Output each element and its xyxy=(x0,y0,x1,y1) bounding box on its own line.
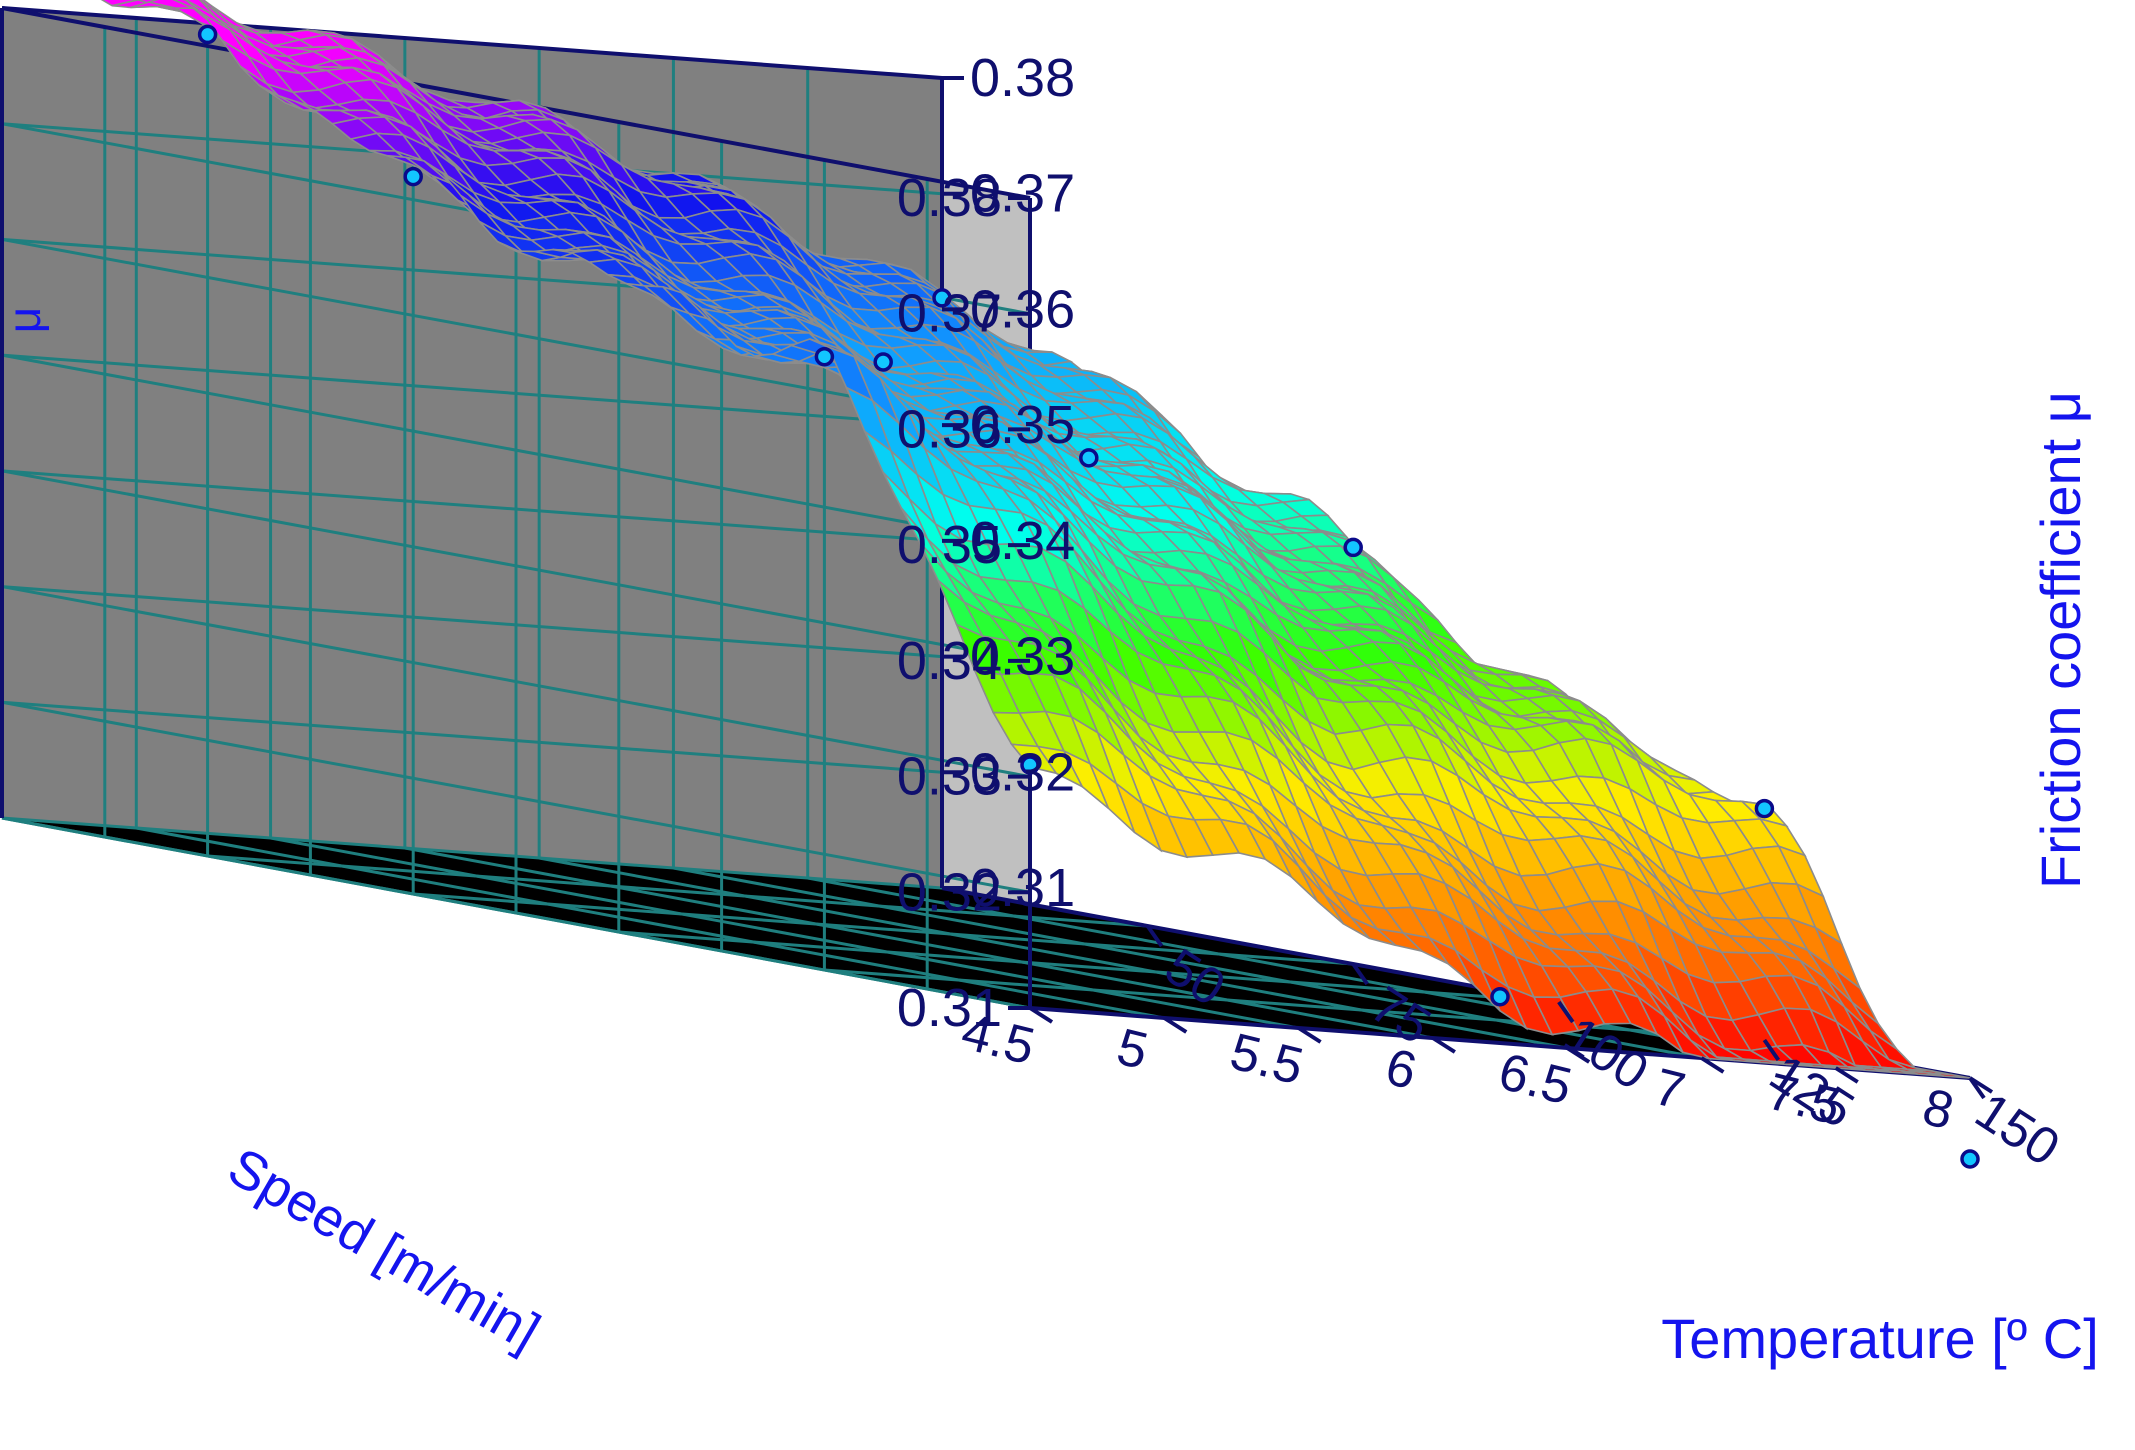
z-tick-label-right: 0.31 xyxy=(970,858,1075,918)
temperature-tick-mark xyxy=(1351,962,1369,986)
z-tick-label-right: 0.32 xyxy=(970,742,1075,802)
measured-point xyxy=(932,288,952,308)
speed-axis-title: Speed [m/min] xyxy=(218,1136,550,1362)
speed-tick-mark xyxy=(1297,1026,1322,1044)
speed-tick-label: 8 xyxy=(1917,1078,1959,1141)
z-tick-label-left: 0.38 xyxy=(897,168,1002,228)
measured-point xyxy=(1343,537,1363,558)
temperature-tick-mark xyxy=(1762,1038,1781,1062)
speed-tick-label: 5 xyxy=(1111,1018,1153,1081)
measured-point xyxy=(403,166,423,187)
z-tick-label-left: 0.32 xyxy=(897,862,1002,922)
z-tick-label-right: 0.36 xyxy=(970,279,1075,339)
z-tick-label-left: 0.35 xyxy=(897,515,1002,575)
wall-grid-line xyxy=(1,469,1031,663)
z-tick-label-left: 0.33 xyxy=(897,747,1002,807)
z-axis-title-left: μ xyxy=(0,307,50,334)
temperature-tick-mark xyxy=(1145,924,1164,948)
measured-point xyxy=(1079,448,1099,468)
speed-tick-mark xyxy=(1566,1046,1591,1064)
speed-tick-mark xyxy=(1431,1036,1456,1054)
wall-grid-line xyxy=(1,700,943,774)
z-tick-label-right: 0.33 xyxy=(970,627,1075,687)
z-tick-label-left: 0.36 xyxy=(897,399,1002,459)
speed-tick-label: 4.5 xyxy=(956,1003,1040,1077)
wall-grid-line xyxy=(1,585,943,659)
floor-grid-line xyxy=(538,856,1568,1050)
floor-grid-line xyxy=(404,846,1434,1040)
z-tick-label-left: 0.34 xyxy=(897,631,1002,691)
wall-grid-line xyxy=(1,469,943,543)
surface-mesh xyxy=(100,0,1971,1079)
speed-tick-mark xyxy=(1834,1066,1859,1084)
speed-tick-label: 5.5 xyxy=(1225,1023,1309,1097)
measured-point xyxy=(197,24,218,45)
measured-point xyxy=(1960,1149,1980,1169)
temperature-tick-mark xyxy=(1557,1000,1575,1024)
z-tick-label-right: 0.37 xyxy=(970,164,1075,224)
speed-tick-mark xyxy=(1163,1016,1188,1034)
z-tick-label-left: 0.37 xyxy=(897,284,1002,344)
measured-point xyxy=(814,346,835,367)
z-tick-label-right: 0.38 xyxy=(970,48,1075,108)
measured-points xyxy=(197,24,1980,1169)
floor-grid-line xyxy=(413,892,1354,966)
floor-grid-line xyxy=(136,826,1165,1020)
floor-grid-line xyxy=(207,854,1148,928)
floor-plane xyxy=(2,818,1970,1078)
temperature-axis-title: Temperature [º C] xyxy=(1661,1307,2099,1370)
floor-grid-line xyxy=(824,968,1765,1042)
z-tick-label-left: 0.31 xyxy=(897,978,1002,1038)
floor-grid-line xyxy=(618,930,1559,1004)
wall-grid-line xyxy=(1,585,1031,779)
measured-point xyxy=(873,352,893,372)
speed-tick-mark xyxy=(1028,1006,1054,1024)
wall-grid-line xyxy=(1,353,1031,547)
temperature-tick-mark xyxy=(1968,1076,1986,1100)
measured-point xyxy=(1020,755,1040,775)
wall-grid-line xyxy=(1,816,943,890)
speed-tick-mark xyxy=(1700,1056,1725,1074)
measured-point xyxy=(1754,798,1775,819)
wall-grid-line xyxy=(1,700,1031,894)
z-axis-title-right: Friction coefficient μ xyxy=(2029,391,2092,889)
speed-tick-label: 7 xyxy=(1648,1058,1690,1121)
z-tick-label-right: 0.34 xyxy=(970,511,1075,571)
wall-grid-line xyxy=(1,353,943,427)
z-tick-label-right: 0.35 xyxy=(970,395,1075,455)
top-edge-right xyxy=(1,6,943,80)
measured-point xyxy=(1490,986,1510,1007)
floor-grid-line xyxy=(270,836,1299,1030)
wall-grid-line xyxy=(1,816,1031,1010)
